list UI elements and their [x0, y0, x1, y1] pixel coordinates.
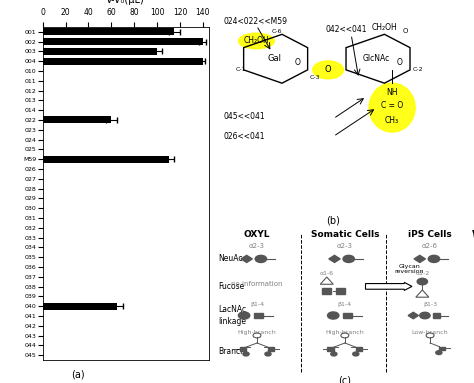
Text: C = O: C = O	[381, 101, 403, 110]
Text: 024<022<<M59: 024<022<<M59	[223, 16, 287, 26]
Circle shape	[436, 351, 442, 355]
Circle shape	[238, 312, 250, 319]
Circle shape	[328, 312, 339, 319]
Text: NH: NH	[386, 88, 398, 97]
Text: C-6: C-6	[272, 29, 283, 34]
Bar	[439, 347, 445, 350]
Text: β1-3: β1-3	[423, 302, 437, 307]
Text: 042<<041: 042<<041	[326, 25, 367, 34]
Circle shape	[417, 278, 428, 285]
Text: 026<<041: 026<<041	[223, 132, 264, 141]
FancyArrow shape	[365, 282, 412, 290]
Text: GlcNAc: GlcNAc	[363, 54, 391, 63]
Bar	[254, 313, 263, 318]
Text: Branch: Branch	[218, 347, 245, 355]
Ellipse shape	[369, 83, 415, 132]
Bar	[343, 313, 352, 318]
Text: Fucose: Fucose	[218, 282, 245, 291]
Text: O: O	[294, 57, 301, 67]
Bar	[43, 38, 203, 45]
Text: CH₂OH: CH₂OH	[244, 36, 269, 46]
Polygon shape	[241, 255, 252, 262]
Text: β1-4: β1-4	[338, 302, 352, 307]
Circle shape	[243, 352, 249, 356]
Text: C-3: C-3	[310, 75, 320, 80]
Bar	[356, 347, 362, 351]
Bar	[337, 288, 346, 294]
Text: Glycan
reversion: Glycan reversion	[395, 264, 424, 275]
Bar	[43, 28, 174, 35]
Ellipse shape	[313, 61, 344, 79]
Text: no information: no information	[231, 282, 283, 287]
Polygon shape	[408, 312, 419, 319]
Text: LacNAc
linkage: LacNAc linkage	[218, 306, 246, 326]
Text: Somatic Cells: Somatic Cells	[310, 230, 379, 239]
Text: Low-branch: Low-branch	[412, 330, 448, 335]
Text: High-branch: High-branch	[326, 330, 364, 335]
Text: iPS Cells: iPS Cells	[408, 230, 452, 239]
Circle shape	[420, 312, 430, 319]
Text: OXYL: OXYL	[244, 230, 270, 239]
Text: CH₃: CH₃	[385, 116, 399, 126]
Text: (b): (b)	[326, 215, 340, 225]
Text: α2-3: α2-3	[249, 242, 265, 249]
Text: NeuAc: NeuAc	[218, 254, 243, 264]
Text: CH₂OH: CH₂OH	[372, 23, 397, 32]
Text: 045<<041: 045<<041	[223, 112, 265, 121]
Bar	[43, 155, 169, 162]
Text: O: O	[402, 28, 408, 34]
Text: (a): (a)	[72, 369, 85, 379]
Bar	[43, 48, 157, 55]
Polygon shape	[414, 255, 426, 262]
Text: O: O	[397, 57, 403, 67]
Text: Gal: Gal	[267, 54, 282, 63]
Text: α2-3: α2-3	[337, 242, 353, 249]
Circle shape	[353, 352, 359, 356]
Circle shape	[255, 255, 266, 262]
Bar	[322, 288, 331, 294]
Bar	[328, 347, 334, 351]
Bar	[433, 313, 440, 318]
Polygon shape	[329, 255, 340, 262]
Text: β1-4: β1-4	[250, 302, 264, 307]
Text: α1-6: α1-6	[319, 271, 334, 276]
Circle shape	[343, 255, 355, 262]
Text: α1-2: α1-2	[415, 271, 429, 276]
Circle shape	[428, 255, 440, 262]
X-axis label: V-V₀(μL): V-V₀(μL)	[106, 0, 145, 5]
Text: O: O	[325, 65, 331, 74]
Circle shape	[265, 352, 271, 356]
Text: C-1: C-1	[236, 67, 246, 72]
Bar	[268, 347, 274, 351]
Text: C-2: C-2	[412, 67, 423, 72]
Text: High-branch: High-branch	[237, 330, 276, 335]
Circle shape	[331, 352, 337, 356]
Bar	[43, 58, 203, 65]
Bar	[240, 347, 246, 351]
Text: α2-6: α2-6	[422, 242, 438, 249]
Bar	[43, 303, 117, 309]
Bar	[43, 116, 111, 123]
Ellipse shape	[238, 33, 274, 49]
Text: (c): (c)	[338, 375, 351, 383]
